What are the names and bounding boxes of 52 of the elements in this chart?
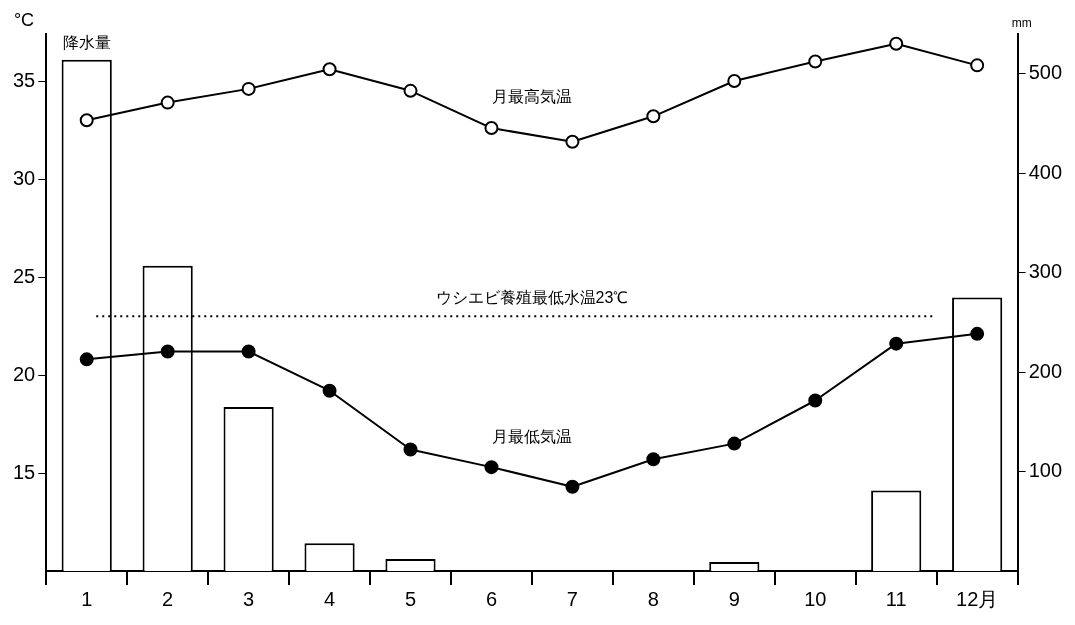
y-tick-label: 30 xyxy=(13,166,36,189)
x-tick-label: 10 xyxy=(804,587,827,610)
point xyxy=(889,36,904,51)
point xyxy=(241,344,256,359)
ref-line-label: ウシエビ養殖最低水温23℃ xyxy=(435,288,629,306)
point xyxy=(727,436,742,451)
x-tick-label: 11 xyxy=(885,587,907,610)
point xyxy=(160,344,175,359)
x-tick-label: 1 xyxy=(81,587,93,610)
point xyxy=(160,95,175,110)
y-axis-title: °C xyxy=(13,9,35,30)
point xyxy=(970,58,985,73)
y2-tick-label: 300 xyxy=(1028,260,1063,283)
y-tick-label: 35 xyxy=(13,68,36,91)
series-label: 月最低気温 xyxy=(491,427,572,445)
point xyxy=(241,81,256,96)
x-tick-label: 8 xyxy=(647,587,659,610)
y2-axis-title: mm xyxy=(1011,16,1032,31)
x-tick-label: 5 xyxy=(404,587,417,610)
y-tick-label: 20 xyxy=(13,362,36,385)
y2-tick-label: 100 xyxy=(1028,459,1063,482)
point xyxy=(565,134,580,149)
x-tick-label: 12月 xyxy=(956,587,999,610)
x-tick-label: 9 xyxy=(728,587,740,610)
series-label: 月最高気温 xyxy=(491,88,572,106)
point xyxy=(322,383,337,398)
point xyxy=(970,326,985,341)
point xyxy=(646,109,661,124)
x-tick-label: 6 xyxy=(485,587,498,610)
point xyxy=(322,62,337,77)
y-tick-label: 15 xyxy=(13,460,36,483)
point xyxy=(889,336,904,351)
y2-tick-label: 400 xyxy=(1028,160,1063,183)
y-tick-label: 25 xyxy=(13,264,36,287)
point xyxy=(808,393,823,408)
point xyxy=(808,54,823,69)
point xyxy=(403,83,418,98)
y2-tick-label: 500 xyxy=(1028,61,1063,84)
point xyxy=(565,479,580,494)
point xyxy=(403,442,418,457)
series-label: 降水量 xyxy=(62,34,111,52)
point xyxy=(646,452,661,467)
point xyxy=(484,121,499,136)
point xyxy=(484,460,499,475)
x-tick-label: 4 xyxy=(324,587,336,610)
point xyxy=(79,113,94,128)
y2-tick-label: 200 xyxy=(1028,359,1063,382)
point xyxy=(79,352,94,367)
x-tick-label: 3 xyxy=(243,587,255,610)
x-tick-label: 7 xyxy=(566,587,578,610)
x-tick-label: 2 xyxy=(162,587,174,610)
point xyxy=(727,74,742,89)
